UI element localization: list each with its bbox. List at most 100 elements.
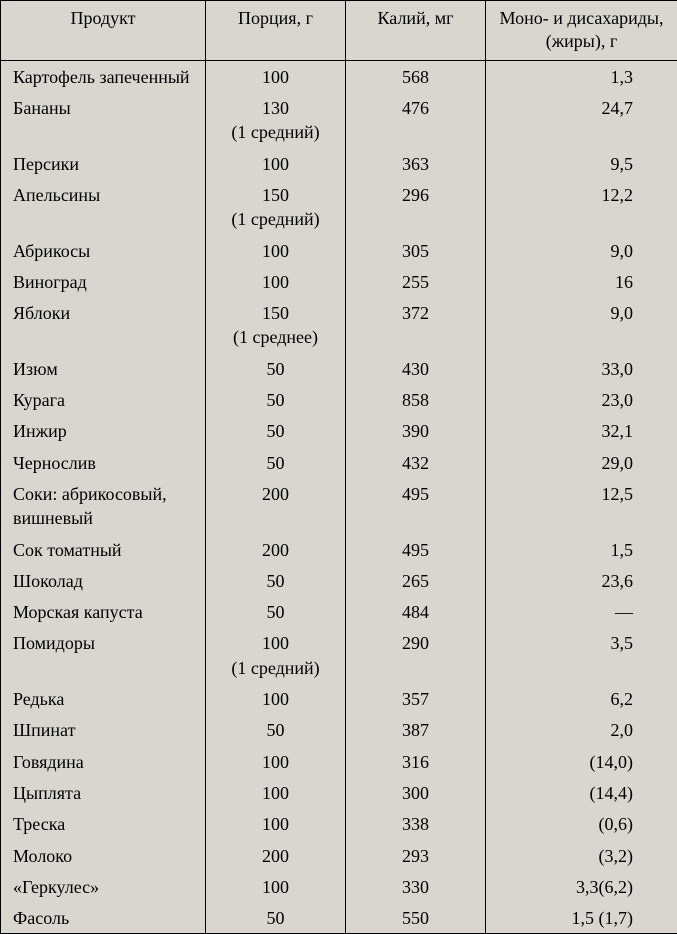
portion-cell: 50 bbox=[206, 415, 345, 446]
portion-value: 50 bbox=[267, 359, 285, 379]
portion-cell: 100 bbox=[206, 871, 345, 902]
product-cell: Персики bbox=[1, 148, 205, 179]
mono-cell: 33,0 bbox=[486, 353, 677, 384]
col-header-product: Продукт bbox=[1, 1, 206, 61]
portion-cell: 100 bbox=[206, 808, 345, 839]
portion-cell: 50 bbox=[206, 902, 345, 933]
portion-cell: 100 bbox=[206, 683, 345, 714]
portion-value: 100 bbox=[262, 689, 289, 709]
portion-cell: 100 bbox=[206, 777, 345, 808]
portion-cell: 200 bbox=[206, 478, 345, 509]
portion-value: 100 bbox=[262, 752, 289, 772]
potassium-cell: 363 bbox=[346, 148, 485, 179]
portion-cell: 50 bbox=[206, 565, 345, 596]
table-row: Изюм5043033,0 bbox=[1, 353, 677, 384]
portion-value: 150 bbox=[262, 185, 289, 205]
mono-cell: 9,5 bbox=[486, 148, 677, 179]
portion-value: 100 bbox=[262, 241, 289, 261]
product-cell: Цыплята bbox=[1, 777, 205, 808]
table-row: Бананы 130(1 средний)47624,7 bbox=[1, 92, 677, 148]
mono-cell: 12,5 bbox=[486, 478, 677, 509]
portion-value: 100 bbox=[262, 154, 289, 174]
portion-value: 150 bbox=[262, 303, 289, 323]
table-row: Соки: абрикосо­вый, вишневый 200 49512,5 bbox=[1, 478, 677, 534]
portion-cell: 150(1 средний) bbox=[206, 179, 345, 235]
portion-note: (1 средний) bbox=[210, 120, 341, 144]
product-cell: «Геркулес» bbox=[1, 871, 205, 902]
portion-value: 50 bbox=[267, 453, 285, 473]
nutrition-table: Продукт Порция, г Калий, мг Моно- и диса… bbox=[0, 0, 677, 934]
portion-value: 100 bbox=[262, 783, 289, 803]
potassium-cell: 476 bbox=[346, 92, 485, 123]
mono-cell: 1,3 bbox=[486, 61, 677, 92]
portion-cell: 100 (1 средний) bbox=[206, 627, 345, 683]
table-row: Шпинат503872,0 bbox=[1, 714, 677, 745]
product-cell: Шоколад bbox=[1, 565, 205, 596]
portion-value: 50 bbox=[267, 908, 285, 928]
mono-cell: 9,0 bbox=[486, 235, 677, 266]
product-cell: Редька bbox=[1, 683, 205, 714]
portion-cell: 150(1 среднее) bbox=[206, 297, 345, 353]
table-row: «Геркулес»1003303,3(6,2) bbox=[1, 871, 677, 902]
potassium-cell: 305 bbox=[346, 235, 485, 266]
potassium-cell: 495 bbox=[346, 534, 485, 565]
product-cell: Яблоки bbox=[1, 297, 205, 328]
potassium-cell: 390 bbox=[346, 415, 485, 446]
mono-cell: 3,5 bbox=[486, 627, 677, 658]
portion-cell: 100 bbox=[206, 61, 345, 92]
potassium-cell: 293 bbox=[346, 840, 485, 871]
portion-value: 50 bbox=[267, 602, 285, 622]
product-cell: Помидоры bbox=[1, 627, 205, 658]
table-header-row: Продукт Порция, г Калий, мг Моно- и диса… bbox=[1, 1, 677, 61]
portion-note: (1 средний) bbox=[210, 656, 341, 680]
product-cell: Курага bbox=[1, 384, 205, 415]
product-cell: Соки: абрикосо­вый, вишневый bbox=[1, 478, 205, 534]
potassium-cell: 495 bbox=[346, 478, 485, 509]
mono-cell: (3,2) bbox=[486, 840, 677, 871]
product-cell: Виноград bbox=[1, 266, 205, 297]
table-row: Сок томатный2004951,5 bbox=[1, 534, 677, 565]
col-header-mono: Моно- и дисахариды, (жиры), г bbox=[486, 1, 677, 61]
potassium-cell: 330 bbox=[346, 871, 485, 902]
table-row: Редька1003576,2 bbox=[1, 683, 677, 714]
table-row: Фасоль505501,5 (1,7) bbox=[1, 902, 677, 934]
portion-value: 130 bbox=[262, 98, 289, 118]
table-row: Курага5085823,0 bbox=[1, 384, 677, 415]
potassium-cell: 265 bbox=[346, 565, 485, 596]
product-cell: Картофель запеченный bbox=[1, 61, 205, 92]
table-row: Инжир5039032,1 bbox=[1, 415, 677, 446]
portion-cell: 100 bbox=[206, 235, 345, 266]
portion-value: 100 bbox=[262, 814, 289, 834]
portion-value: 200 bbox=[262, 484, 289, 504]
portion-value: 50 bbox=[267, 390, 285, 410]
product-cell: Изюм bbox=[1, 353, 205, 384]
potassium-cell: 372 bbox=[346, 297, 485, 328]
col-header-potassium: Калий, мг bbox=[346, 1, 486, 61]
mono-cell: 6,2 bbox=[486, 683, 677, 714]
potassium-cell: 255 bbox=[346, 266, 485, 297]
mono-cell: 32,1 bbox=[486, 415, 677, 446]
col-header-portion: Порция, г bbox=[206, 1, 346, 61]
mono-cell: 12,2 bbox=[486, 179, 677, 210]
table-row: Персики 100 3639,5 bbox=[1, 148, 677, 179]
mono-cell: — bbox=[486, 596, 677, 627]
table-row: Говядина100316(14,0) bbox=[1, 746, 677, 777]
product-cell: Молоко bbox=[1, 840, 205, 871]
portion-cell: 200 bbox=[206, 534, 345, 565]
mono-cell: (14,0) bbox=[486, 746, 677, 777]
portion-cell: 50 bbox=[206, 447, 345, 478]
table-row: Картофель запеченный1005681,3 bbox=[1, 60, 677, 92]
product-cell: Фасоль bbox=[1, 902, 205, 933]
portion-value: 50 bbox=[267, 421, 285, 441]
mono-cell: 1,5 (1,7) bbox=[486, 902, 677, 933]
product-cell: Абрикосы bbox=[1, 235, 205, 266]
mono-cell: 29,0 bbox=[486, 447, 677, 478]
mono-cell: 24,7 bbox=[486, 92, 677, 123]
portion-cell: 100 bbox=[206, 148, 345, 179]
mono-cell: 23,0 bbox=[486, 384, 677, 415]
portion-cell: 50 bbox=[206, 596, 345, 627]
product-cell: Бананы bbox=[1, 92, 205, 123]
portion-value: 50 bbox=[267, 571, 285, 591]
portion-value: 100 bbox=[262, 633, 289, 653]
potassium-cell: 432 bbox=[346, 447, 485, 478]
